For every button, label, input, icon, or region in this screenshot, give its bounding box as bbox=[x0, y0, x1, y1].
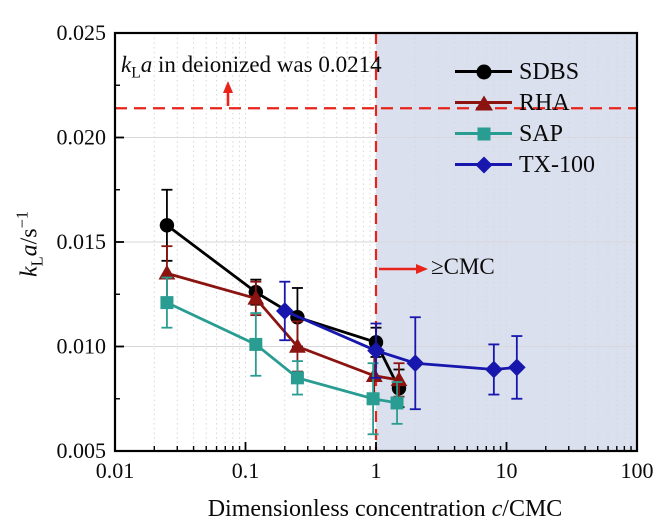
legend-item-rha: RHA bbox=[455, 87, 595, 118]
series-sap-marker bbox=[390, 396, 404, 410]
legend-item-sap: SAP bbox=[455, 118, 595, 149]
x-tick-label: 10 bbox=[496, 458, 518, 483]
x-axis-title-symbol: c bbox=[491, 496, 503, 522]
annotation-deionized-text: in deionized was 0.0214 bbox=[152, 52, 382, 77]
series-tx100-marker bbox=[406, 354, 425, 373]
y-tick-label: 0.010 bbox=[57, 334, 107, 359]
series-rha-marker bbox=[289, 337, 306, 353]
annotation-deionized-k: k bbox=[121, 52, 132, 77]
legend-item-sdbs: SDBS bbox=[455, 56, 595, 87]
x-tick-label: 1 bbox=[371, 458, 382, 483]
legend-label-sdbs: SDBS bbox=[519, 58, 580, 85]
series-sap-marker bbox=[366, 392, 380, 406]
series-tx100-marker bbox=[275, 302, 294, 320]
annotation-cmc-text: ≥CMC bbox=[431, 254, 495, 279]
series-sap-marker bbox=[290, 371, 304, 385]
annotation-deionized-sub: L bbox=[131, 64, 141, 82]
right-arrow-head-icon bbox=[416, 264, 428, 274]
series-tx100-marker bbox=[485, 360, 503, 379]
annotation-cmc: ≥CMC bbox=[431, 254, 495, 280]
y-tick-label: 0.005 bbox=[57, 438, 107, 463]
y-axis-title-unit: /s bbox=[16, 228, 43, 245]
y-axis-title-a: a bbox=[16, 244, 43, 257]
legend-label-tx100: TX-100 bbox=[519, 151, 595, 178]
legend-label-sap: SAP bbox=[519, 120, 564, 147]
y-tick-label: 0.020 bbox=[57, 125, 107, 150]
annotation-deionized: kLa in deionized was 0.0214 bbox=[121, 52, 382, 83]
annotation-deionized-a: a bbox=[140, 52, 153, 77]
y-axis-title-sub: L bbox=[27, 256, 47, 267]
x-tick-label: 100 bbox=[621, 458, 654, 483]
series-rha-marker bbox=[247, 289, 265, 305]
series-tx100-marker bbox=[367, 341, 385, 360]
series-sap-marker bbox=[160, 296, 174, 310]
legend-line-sample bbox=[455, 156, 512, 173]
x-axis-title: Dimensionless concentration c/CMC bbox=[125, 496, 645, 523]
triangle-marker-icon bbox=[474, 95, 493, 110]
diamond-marker-icon bbox=[475, 156, 492, 173]
square-marker-icon bbox=[477, 127, 490, 140]
legend-line-sample bbox=[455, 127, 512, 140]
y-axis-title-sup: −1 bbox=[12, 211, 32, 229]
x-tick-label: 0.1 bbox=[232, 458, 260, 483]
series-tx100-marker bbox=[508, 358, 526, 377]
y-tick-label: 0.015 bbox=[57, 229, 107, 254]
y-axis-title-k: k bbox=[16, 266, 43, 277]
legend-label-rha: RHA bbox=[519, 89, 570, 116]
x-axis-title-suffix: /CMC bbox=[502, 496, 563, 522]
legend-line-sample bbox=[455, 64, 512, 79]
x-tick-label: 0.01 bbox=[96, 458, 135, 483]
series-rha-marker bbox=[158, 264, 176, 280]
up-arrow-head-icon bbox=[223, 81, 233, 93]
series-sdbs-marker bbox=[159, 218, 175, 233]
series-sap-line bbox=[166, 301, 398, 405]
legend-line-sample bbox=[455, 95, 512, 110]
legend-item-tx100: TX-100 bbox=[455, 149, 595, 180]
plot-border bbox=[113, 31, 639, 453]
y-tick-label: 0.025 bbox=[57, 20, 107, 45]
series-rha-line bbox=[166, 272, 400, 382]
x-axis-title-prefix: Dimensionless concentration bbox=[207, 496, 492, 522]
y-axis-title: kLa/s−1 bbox=[13, 211, 48, 277]
series-sap-marker bbox=[249, 337, 263, 351]
circle-marker-icon bbox=[476, 64, 491, 79]
legend: SDBS RHA SAP TX-100 bbox=[455, 56, 595, 180]
